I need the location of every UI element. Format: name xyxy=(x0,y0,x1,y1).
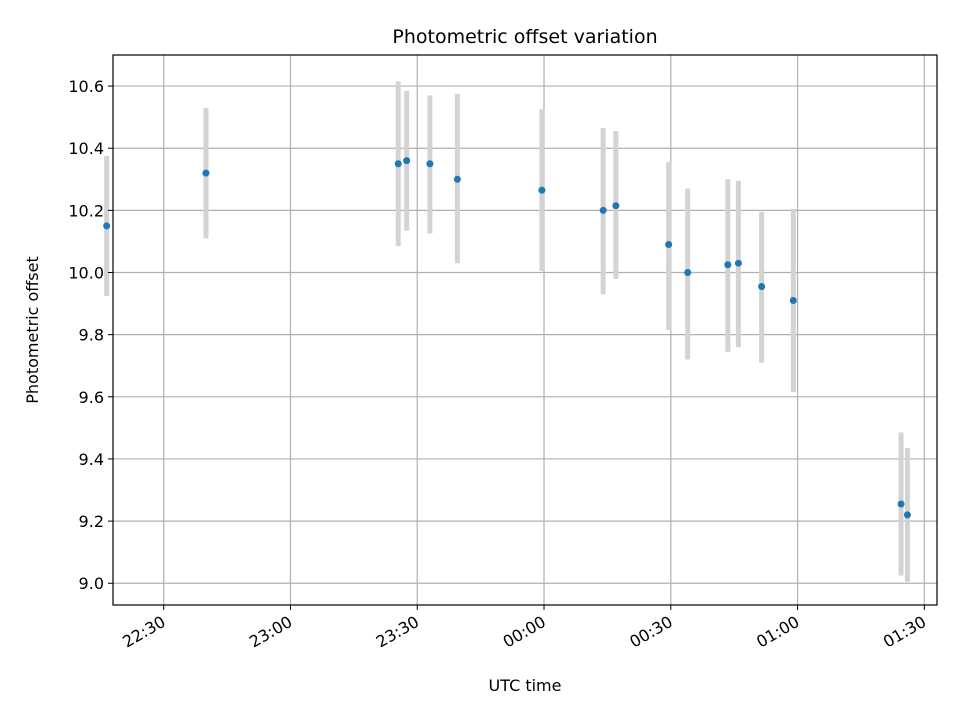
x-tick-label: 23:30 xyxy=(373,612,422,652)
data-point xyxy=(789,296,797,304)
data-point xyxy=(403,157,411,165)
x-axis-ticks: 22:30 23:00 23:30 00:00 00:30 01:00 01:30 xyxy=(119,605,929,652)
data-point xyxy=(684,269,692,277)
x-tick-label: 00:30 xyxy=(626,612,675,652)
y-axis-label: Photometric offset xyxy=(23,256,42,404)
grid xyxy=(113,55,937,605)
data-point xyxy=(599,206,607,214)
y-tick-label: 9.6 xyxy=(79,388,104,407)
x-tick-label: 01:00 xyxy=(753,612,802,652)
plot-frame xyxy=(112,54,938,606)
y-tick-label: 9.4 xyxy=(79,450,104,469)
data-point xyxy=(903,511,911,519)
data-point xyxy=(538,186,546,194)
data-point xyxy=(724,261,732,269)
y-tick-label: 10.2 xyxy=(68,201,104,220)
x-tick-label: 01:30 xyxy=(880,612,929,652)
data-point xyxy=(453,175,461,183)
data-point xyxy=(394,160,402,168)
x-tick-label: 22:30 xyxy=(119,612,168,652)
chart-title: Photometric offset variation xyxy=(392,26,657,48)
y-axis-ticks: 9.0 9.2 9.4 9.6 9.8 10.0 10.2 10.4 10.6 xyxy=(68,77,113,593)
x-tick-label: 00:00 xyxy=(500,612,549,652)
data-point xyxy=(758,282,766,290)
data-point xyxy=(202,169,210,177)
x-axis-label: UTC time xyxy=(489,676,562,695)
y-tick-label: 10.4 xyxy=(68,139,104,158)
y-tick-label: 10.0 xyxy=(68,264,104,283)
y-tick-label: 9.2 xyxy=(79,512,104,531)
data-point xyxy=(426,160,434,168)
data-point xyxy=(734,259,742,267)
error-bars xyxy=(104,81,910,582)
y-tick-label: 10.6 xyxy=(68,77,104,96)
data-points xyxy=(103,157,911,519)
data-point xyxy=(103,222,111,230)
y-tick-label: 9.8 xyxy=(79,326,104,345)
data-point xyxy=(897,500,905,508)
data-point xyxy=(665,241,673,249)
y-tick-label: 9.0 xyxy=(79,574,104,593)
data-point xyxy=(612,202,620,210)
x-tick-label: 23:00 xyxy=(246,612,295,652)
